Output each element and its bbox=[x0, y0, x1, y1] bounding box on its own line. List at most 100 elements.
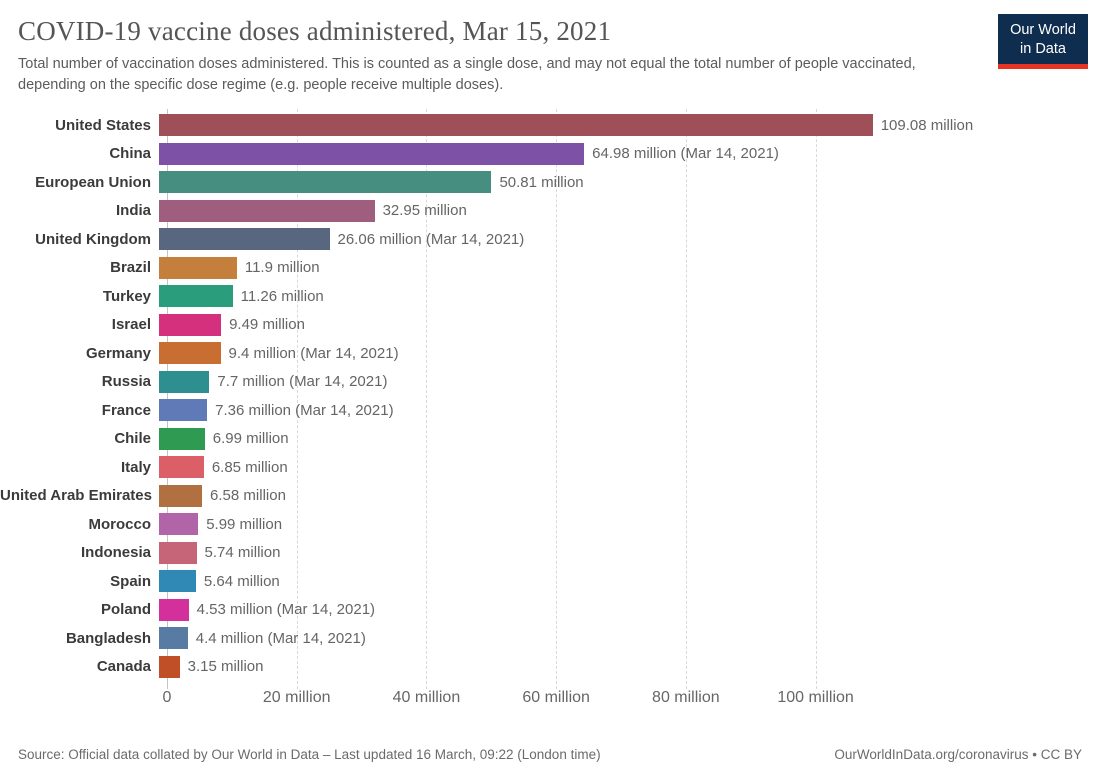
x-tick-label: 100 million bbox=[777, 689, 854, 707]
gridline bbox=[556, 109, 558, 690]
country-label[interactable]: Indonesia bbox=[80, 544, 151, 562]
country-label[interactable]: Italy bbox=[120, 458, 151, 476]
bar-value-label: 9.49 million bbox=[229, 316, 305, 334]
bar-row: India 32.95 million bbox=[0, 197, 1100, 226]
bar-area: 5.74 million bbox=[159, 541, 1075, 564]
bar-value-label: 26.06 million (Mar 14, 2021) bbox=[337, 230, 525, 248]
bar-value-label: 6.58 million bbox=[210, 487, 286, 505]
country-label[interactable]: France bbox=[101, 401, 151, 419]
bar-row: Spain 5.64 million bbox=[0, 567, 1100, 596]
bar[interactable] bbox=[159, 456, 204, 479]
bar-row: Turkey 11.26 million bbox=[0, 282, 1100, 311]
bar-row: Israel 9.49 million bbox=[0, 311, 1100, 340]
bar-area: 9.49 million bbox=[159, 313, 1075, 336]
bar-area: 7.7 million (Mar 14, 2021) bbox=[159, 370, 1075, 393]
country-label[interactable]: Canada bbox=[96, 658, 151, 676]
bar[interactable] bbox=[159, 627, 188, 650]
bar-row: China 64.98 million (Mar 14, 2021) bbox=[0, 140, 1100, 169]
bar-row: Canada 3.15 million bbox=[0, 653, 1100, 682]
owid-logo[interactable]: Our World in Data bbox=[998, 14, 1088, 70]
x-tick-label: 80 million bbox=[652, 689, 720, 707]
bar[interactable] bbox=[159, 655, 180, 678]
country-label[interactable]: Brazil bbox=[110, 259, 151, 277]
country-label[interactable]: India bbox=[115, 202, 151, 220]
bar-area: 50.81 million bbox=[159, 171, 1075, 194]
country-label[interactable]: United States bbox=[55, 116, 151, 134]
bar[interactable] bbox=[159, 541, 197, 564]
bar-area: 6.99 million bbox=[159, 427, 1075, 450]
bar-value-label: 9.4 million (Mar 14, 2021) bbox=[228, 344, 399, 362]
bar-row: Chile 6.99 million bbox=[0, 425, 1100, 454]
footer: Source: Official data collated by Our Wo… bbox=[18, 747, 1082, 762]
gridline bbox=[167, 109, 168, 690]
country-label[interactable]: Chile bbox=[114, 430, 151, 448]
country-label[interactable]: Poland bbox=[100, 601, 151, 619]
country-label[interactable]: Israel bbox=[111, 316, 151, 334]
bar-row: Italy 6.85 million bbox=[0, 453, 1100, 482]
bar-value-label: 11.26 million bbox=[240, 287, 324, 305]
country-label[interactable]: Russia bbox=[101, 373, 151, 391]
bar[interactable] bbox=[159, 256, 237, 279]
bar-value-label: 7.36 million (Mar 14, 2021) bbox=[215, 401, 394, 419]
country-label[interactable]: Turkey bbox=[102, 287, 151, 305]
bar[interactable] bbox=[159, 513, 199, 536]
bar-row: Brazil 11.9 million bbox=[0, 254, 1100, 283]
bar-row: European Union 50.81 million bbox=[0, 168, 1100, 197]
country-label[interactable]: Bangladesh bbox=[65, 629, 151, 647]
bar[interactable] bbox=[159, 228, 330, 251]
bar[interactable] bbox=[159, 484, 203, 507]
bar[interactable] bbox=[159, 313, 222, 336]
bar-area: 4.53 million (Mar 14, 2021) bbox=[159, 598, 1075, 621]
bar-row: Russia 7.7 million (Mar 14, 2021) bbox=[0, 368, 1100, 397]
bar-value-label: 32.95 million bbox=[382, 202, 467, 220]
bar[interactable] bbox=[159, 598, 189, 621]
bar-chart: United States 109.08 million China 64.98 mi… bbox=[0, 109, 1100, 713]
bar[interactable] bbox=[159, 199, 375, 222]
country-label[interactable]: United Kingdom bbox=[35, 230, 151, 248]
bar[interactable] bbox=[159, 370, 210, 393]
bar-row: Morocco 5.99 million bbox=[0, 510, 1100, 539]
country-label[interactable]: Spain bbox=[110, 572, 151, 590]
bar-row: France 7.36 million (Mar 14, 2021) bbox=[0, 396, 1100, 425]
bar-area: 26.06 million (Mar 14, 2021) bbox=[159, 228, 1075, 251]
bar[interactable] bbox=[159, 171, 492, 194]
bar-value-label: 4.4 million (Mar 14, 2021) bbox=[195, 629, 366, 647]
bar-row: Germany 9.4 million (Mar 14, 2021) bbox=[0, 339, 1100, 368]
country-label[interactable]: United Arab Emirates bbox=[0, 487, 152, 505]
country-label[interactable]: European Union bbox=[35, 173, 151, 191]
gridline bbox=[685, 109, 687, 690]
bar-row: United States 109.08 million bbox=[0, 111, 1100, 140]
bar-value-label: 6.85 million bbox=[211, 458, 288, 476]
bar-value-label: 7.7 million (Mar 14, 2021) bbox=[217, 373, 388, 391]
bar-value-label: 11.9 million bbox=[244, 259, 320, 277]
country-label[interactable]: China bbox=[109, 145, 151, 163]
bar-area: 11.9 million bbox=[159, 256, 1075, 279]
bar[interactable] bbox=[159, 114, 873, 137]
bar[interactable] bbox=[159, 399, 208, 422]
bar-area: 4.4 million (Mar 14, 2021) bbox=[159, 627, 1075, 650]
gridline bbox=[426, 109, 428, 690]
bar-area: 64.98 million (Mar 14, 2021) bbox=[159, 142, 1075, 165]
bar[interactable] bbox=[159, 570, 196, 593]
x-tick-label: 60 million bbox=[522, 689, 590, 707]
bar[interactable] bbox=[159, 142, 585, 165]
bar-area: 6.85 million bbox=[159, 456, 1075, 479]
x-axis: 0 20 million 40 million 60 million 80 millio… bbox=[163, 687, 1075, 713]
owid-logo-line2: in Data bbox=[1020, 40, 1066, 57]
gridline bbox=[296, 109, 298, 690]
bar-value-label: 3.15 million bbox=[187, 658, 264, 676]
x-tick-label: 0 bbox=[162, 689, 172, 707]
bar-area: 32.95 million bbox=[159, 199, 1075, 222]
bar-row: United Arab Emirates 6.58 million bbox=[0, 482, 1100, 511]
bar[interactable] bbox=[159, 342, 221, 365]
bar-area: 3.15 million bbox=[159, 655, 1075, 678]
bar[interactable] bbox=[159, 427, 205, 450]
bar-row: Indonesia 5.74 million bbox=[0, 539, 1100, 568]
country-label[interactable]: Morocco bbox=[88, 515, 151, 533]
bar-area: 7.36 million (Mar 14, 2021) bbox=[159, 399, 1075, 422]
country-label[interactable]: Germany bbox=[85, 344, 151, 362]
header: COVID-19 vaccine doses administered, Mar… bbox=[0, 0, 1100, 95]
bar-area: 6.58 million bbox=[159, 484, 1075, 507]
bar[interactable] bbox=[159, 285, 233, 308]
owid-link[interactable]: OurWorldInData.org/coronavirus • CC BY bbox=[834, 747, 1082, 762]
